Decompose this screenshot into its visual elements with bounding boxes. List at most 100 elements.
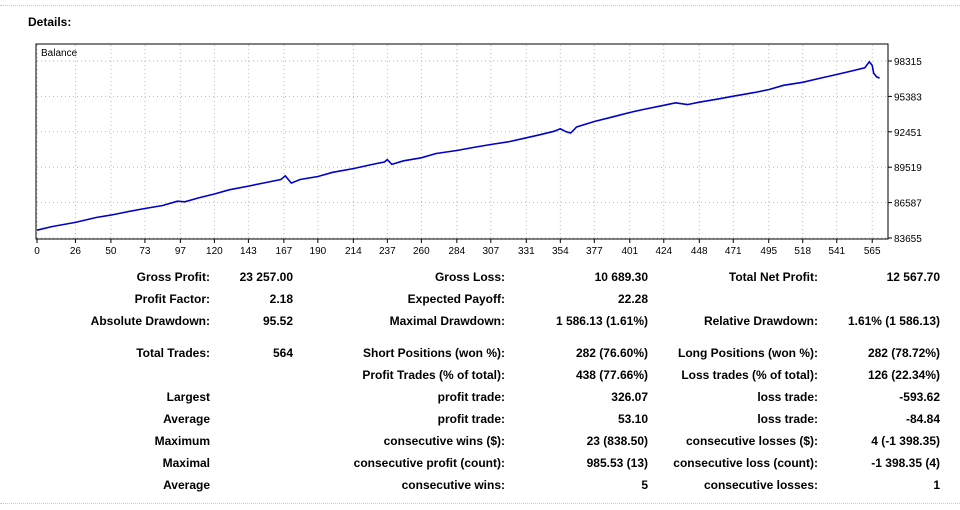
stats-row: Profit Trades (% of total): 438 (77.66%) L… [30,364,940,386]
x-tick-label: 190 [310,246,327,257]
y-tick-label: 89519 [894,163,922,174]
section-spacer [30,332,940,342]
stat-value: -84.84 [905,412,940,426]
y-tick-label: 83655 [894,234,922,245]
stat-label: consecutive wins: [401,478,505,492]
x-tick-label: 541 [828,246,845,257]
stats-row: Gross Profit: 23 257.00 Gross Loss: 10 689.… [30,266,940,288]
x-tick-label: 167 [276,246,293,257]
stat-label: Largest [166,390,210,404]
stats-row: Profit Factor: 2.18 Expected Payoff: 22.28 [30,288,940,310]
stat-label: Gross Loss: [434,270,505,284]
statistics-table: Gross Profit: 23 257.00 Gross Loss: 10 689.… [30,266,940,496]
stat-value [220,386,293,408]
x-axis-ticks: 0 26 50 73 97 120 143 167 190 214 237 260 284 307 331 3… [34,239,881,257]
stat-label: Gross Profit: [136,270,210,284]
x-tick-label: 26 [70,246,82,257]
stat-value: -593.62 [899,390,940,404]
x-tick-label: 448 [691,246,708,257]
details-title: Details: [28,15,72,29]
x-tick-label: 331 [518,246,535,257]
x-tick-label: 518 [794,246,811,257]
x-tick-label: 307 [482,246,499,257]
stat-label: Long Positions (won %): [678,346,818,360]
x-tick-label: 424 [655,246,672,257]
x-tick-label: 120 [206,246,223,257]
chart-title: Balance [41,48,78,59]
stat-value: 95.52 [262,314,293,328]
x-tick-label: 495 [760,246,777,257]
x-tick-label: 143 [240,246,257,257]
x-tick-label: 0 [34,246,40,257]
stat-label: Maximal [162,456,210,470]
stats-row: Maximum consecutive wins ($): 23 (838.50) c… [30,430,940,452]
stat-value: 1.61% (1 586.13) [847,314,940,328]
x-tick-label: 377 [586,246,603,257]
stat-value [220,408,293,430]
stat-value [220,364,293,386]
x-tick-label: 260 [413,246,430,257]
balance-chart: Balance 83655 86587 89519 92451 95383 98315 0… [34,43,922,257]
stat-label: loss trade: [757,390,818,404]
stat-value: 282 (78.72%) [867,346,940,360]
x-tick-label: 73 [139,246,151,257]
stat-value: 126 (22.34%) [867,368,940,382]
stat-value: 23 257.00 [239,270,293,284]
stat-label: Profit Factor: [134,292,210,306]
stat-label: Relative Drawdown: [703,314,818,328]
bottom-divider [0,503,960,504]
stats-row: Largest profit trade: 326.07 loss trade: -59… [30,386,940,408]
stats-row: Average consecutive wins: 5 consecutive los… [30,474,940,496]
stat-label: Average [163,478,210,492]
stat-value [220,430,293,452]
stat-value: 10 689.30 [594,270,648,284]
y-tick-label: 95383 [894,92,922,103]
stat-label: profit trade: [437,412,505,426]
stat-value [220,452,293,474]
stat-value: 12 567.70 [886,270,940,284]
stat-value: 564 [272,346,293,360]
stat-label: Maximum [154,434,210,448]
x-tick-label: 50 [105,246,117,257]
stat-value: 282 (76.60%) [575,346,648,360]
stat-label: consecutive losses ($): [685,434,818,448]
stat-value: 1 [933,478,940,492]
stat-label: Loss trades (% of total): [681,368,818,382]
stat-value: 4 (-1 398.35) [871,434,940,448]
stat-value: 2.18 [269,292,293,306]
stat-value: -1 398.35 (4) [871,456,940,470]
stat-label: Maximal Drawdown: [389,314,505,328]
x-tick-label: 284 [448,246,465,257]
stat-value: 985.53 (13) [586,456,648,470]
x-tick-label: 237 [379,246,396,257]
stat-label: Average [163,412,210,426]
stat-label: Expected Payoff: [407,292,505,306]
stat-label: Total Trades: [136,346,210,360]
chart-plot-area [35,43,889,240]
stats-row: Maximal consecutive profit (count): 985.53… [30,452,940,474]
y-tick-label: 92451 [894,128,922,139]
x-tick-label: 97 [175,246,187,257]
x-tick-label: 214 [345,246,362,257]
y-tick-label: 86587 [894,199,922,210]
x-tick-label: 354 [552,246,569,257]
stat-label: Profit Trades (% of total): [362,368,505,382]
stat-label: consecutive losses: [703,478,818,492]
stat-label: profit trade: [437,390,505,404]
stat-label: loss trade: [757,412,818,426]
top-divider [0,5,960,6]
stat-value: 22.28 [617,292,648,306]
x-tick-label: 401 [621,246,638,257]
x-tick-label: 471 [725,246,742,257]
stat-label: consecutive wins ($): [383,434,505,448]
stat-value: 53.10 [617,412,648,426]
stat-value: 1 586.13 (1.61%) [555,314,648,328]
stat-label: Short Positions (won %): [363,346,505,360]
stats-row: Average profit trade: 53.10 loss trade: -84.… [30,408,940,430]
y-axis-ticks: 83655 86587 89519 92451 95383 98315 [888,57,922,245]
stat-label: Absolute Drawdown: [90,314,210,328]
stat-label [648,288,828,310]
stats-row: Absolute Drawdown: 95.52 Maximal Drawdown:… [30,310,940,332]
stat-label: consecutive profit (count): [353,456,505,470]
stats-row: Total Trades: 564 Short Positions (won %):… [30,342,940,364]
